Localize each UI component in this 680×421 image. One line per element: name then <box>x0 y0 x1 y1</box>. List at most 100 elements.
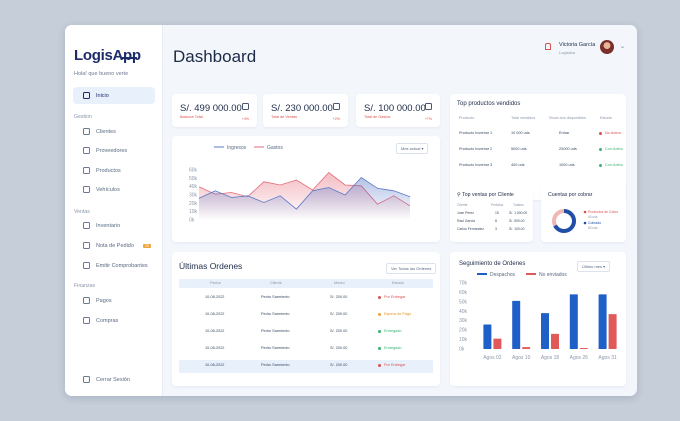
table-row[interactable]: Jose Perez 15 S/. 1,000.00 <box>457 211 529 220</box>
kpi-label: Total de Gastos <box>364 115 391 119</box>
table-row[interactable]: Carlos Fernandez 3 S/. 100.00 <box>457 227 529 236</box>
building-icon <box>83 147 90 154</box>
sidebar-item-pagos[interactable]: Pagos <box>73 292 155 309</box>
sidebar-item-label: Proveedores <box>96 147 128 154</box>
bar-no-enviados <box>522 347 531 349</box>
status-label: Entregado <box>384 346 402 350</box>
y-tick-label: 20k <box>459 328 468 334</box>
client-name: Jose Perez <box>457 211 474 215</box>
product-stock: 1000 uds <box>559 163 575 167</box>
tracking-period-select[interactable]: Último mes ▾ <box>577 261 611 272</box>
section-gestion: Gestion <box>74 114 92 120</box>
sidebar-item-nota-de-pedido[interactable]: Nota de Pedido 25 <box>73 237 155 254</box>
column-header: Stock aún disponibles <box>549 116 586 120</box>
column-header: Fecha <box>210 281 221 285</box>
y-tick-label: 60k <box>459 290 468 296</box>
sidebar-item-inventario[interactable]: Inventario <box>73 217 155 234</box>
kpi-expenses-card: S/. 100 000.00 Total de Gastos +7% <box>356 94 440 127</box>
bar-despachos <box>541 313 549 349</box>
order-amount: S/. 200.00 <box>330 312 348 316</box>
logout-label: Cerrar Sesión <box>96 376 130 383</box>
sidebar-item-clientes[interactable]: Clientes <box>73 123 155 140</box>
avatar[interactable] <box>600 40 614 54</box>
sidebar-item-compras[interactable]: Compras <box>73 312 155 329</box>
section-finanzas: Finanzas <box>74 283 96 289</box>
table-header: Producto Total vendidos Stock aún dispon… <box>459 116 621 125</box>
page-title: Dashboard <box>173 47 257 66</box>
box-icon <box>83 167 90 174</box>
status-dot <box>599 147 602 151</box>
receipt-icon <box>83 262 90 269</box>
chart-icon <box>242 103 249 110</box>
bar-no-enviados <box>551 333 559 349</box>
sidebar-item-productos[interactable]: Productos <box>73 162 155 179</box>
legend-cobrado-value: 80 uds <box>588 226 598 230</box>
client-orders: 8 <box>495 219 497 223</box>
table-row[interactable]: Producto Inventar 2 5000 uds 20000 uds C… <box>459 147 624 156</box>
table-row[interactable]: 10-08-2022 Pedro Sarmiento S/. 200.00 En… <box>179 329 433 338</box>
table-row[interactable]: 10-08-2022 Pedro Sarmiento S/. 200.00 En… <box>179 346 433 355</box>
top-products-card: Top productos vendidos Producto Total ve… <box>450 94 626 200</box>
kpi-label: Total de Ventas <box>271 115 297 119</box>
table-row[interactable]: Producto Inventar 1 10 000 uds Entrar No… <box>459 131 621 140</box>
bar-no-enviados <box>608 314 617 349</box>
y-tick-label: 30k <box>459 318 468 324</box>
y-tick-label: 0k <box>189 218 195 224</box>
bell-icon[interactable] <box>545 43 551 50</box>
column-header: Totales <box>513 203 524 207</box>
top-products-table: Producto Total vendidos Stock aún dispon… <box>459 116 624 186</box>
sidebar-item-label: Productos <box>96 167 121 174</box>
sidebar-item-emitir-comprobantes[interactable]: Emitir Comprobantes <box>73 257 155 274</box>
order-amount: S/. 200.00 <box>330 295 348 299</box>
income-period-select[interactable]: Mes actual ▾ <box>396 143 429 154</box>
top-products-title: Top productos vendidos <box>457 101 521 107</box>
orders-table: Fecha Cliente Monto Estado 10-08-2022 Pe… <box>179 281 433 381</box>
client-orders: 3 <box>495 227 497 231</box>
section-ventas: Ventas <box>74 209 90 215</box>
legend-dot-cobro <box>583 210 587 214</box>
table-row[interactable]: 10-08-2022 Pedro Sarmiento S/. 200.00 Es… <box>179 312 433 321</box>
status-label: Por Entregar <box>384 295 406 299</box>
tracking-card: Seguimiento de Ordenes Último mes ▾ Desp… <box>450 252 626 386</box>
user-menu[interactable]: Victoria García Logística ⌄ <box>545 39 630 59</box>
order-amount: S/. 200.00 <box>330 329 348 333</box>
table-row[interactable]: 10-08-2022 Pedro Sarmiento S/. 200.00 Po… <box>179 295 433 304</box>
status-dot <box>599 131 602 135</box>
legend-cobro-label: Productos de Cobro <box>588 210 618 214</box>
app-window: LogisApp Hola! que bueno verte Inicio Ge… <box>65 25 637 396</box>
chevron-down-icon: ▾ <box>421 146 424 151</box>
chevron-down-icon[interactable]: ⌄ <box>620 44 626 50</box>
logout-button[interactable]: Cerrar Sesión <box>73 371 155 388</box>
table-row[interactable]: 10-08-2022 Pedro Sarmiento S/. 200.00 Po… <box>179 363 433 372</box>
y-tick-label: 70k <box>459 281 468 287</box>
status-dot <box>378 295 381 299</box>
view-all-orders-button[interactable]: Ver Todas las Ordenes <box>386 263 437 274</box>
order-date: 10-08-2022 <box>205 346 225 350</box>
status-label: Por Entregar <box>384 363 406 367</box>
users-icon <box>83 128 90 135</box>
sidebar-item-label: Compras <box>96 317 119 324</box>
x-tick-label: Agos 26 <box>570 355 589 361</box>
column-header: Total vendidos <box>511 116 536 120</box>
sidebar-item-proveedores[interactable]: Proveedores <box>73 142 155 159</box>
kpi-sales-card: S/. 230 000.00 Total de Ventas +2% <box>263 94 348 127</box>
table-row[interactable]: Producto Inventar 3 400 uds 1000 uds Con… <box>459 163 623 172</box>
table-header: Cliente Pedidos Totales <box>457 203 529 212</box>
y-tick-label: 40k <box>459 309 468 315</box>
client-name: Carlos Fernandez <box>457 227 484 231</box>
inventory-icon <box>83 222 90 229</box>
top-clients-table: Cliente Pedidos Totales Jose Perez 15 S/… <box>457 203 529 239</box>
order-client: Pedro Sarmiento <box>261 346 290 350</box>
sidebar-item-vehiculos[interactable]: Vehículos <box>73 181 155 198</box>
status-label: Con Activo <box>605 147 624 151</box>
legend-cobrado-label: Cobrado <box>588 221 601 225</box>
y-tick-label: 10k <box>189 209 198 215</box>
tracking-title: Seguimiento de Ordenes <box>459 261 526 267</box>
order-date: 10-08-2022 <box>205 312 225 316</box>
sidebar-item-inicio[interactable]: Inicio <box>73 87 155 104</box>
table-row[interactable]: Raul Garcia 8 S/. 500.00 <box>457 219 529 228</box>
orders-title: Últimas Ordenes <box>179 261 243 271</box>
x-tick-label: Agos 02 <box>483 355 502 361</box>
product-name: Producto Inventar 2 <box>459 147 493 151</box>
client-total: S/. 1,000.00 <box>509 211 528 215</box>
